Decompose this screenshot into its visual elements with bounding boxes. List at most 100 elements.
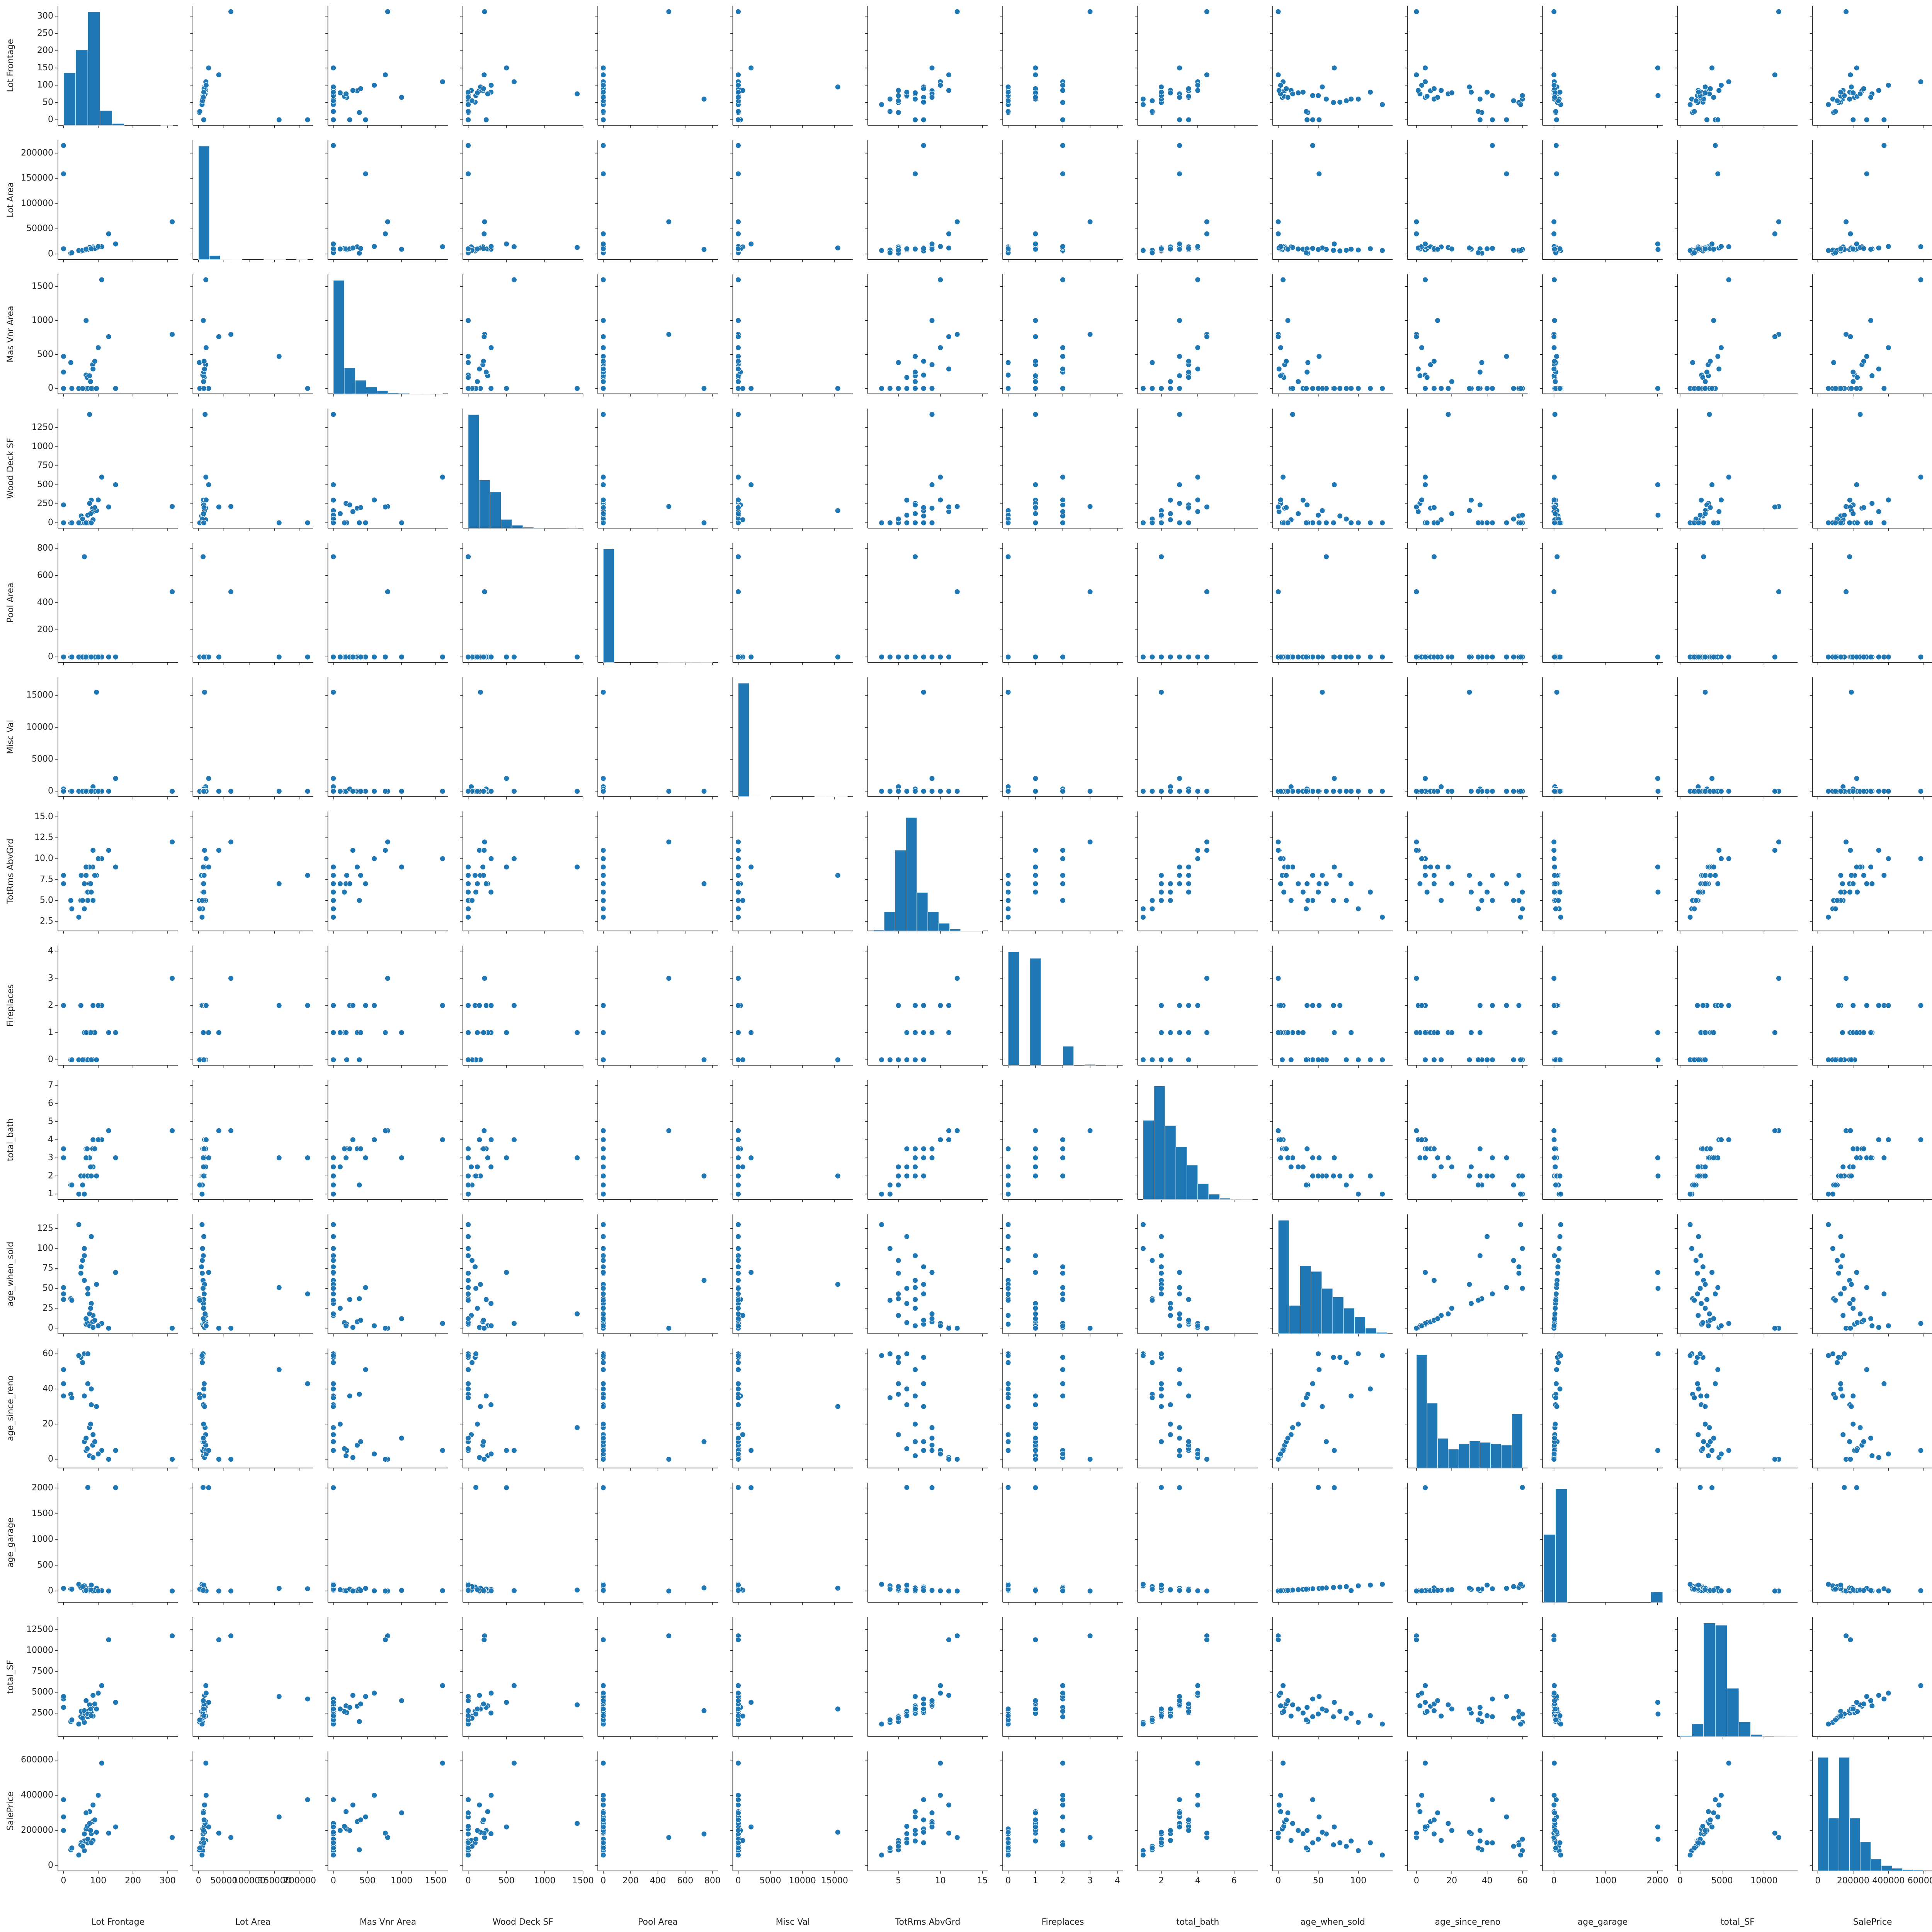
- scatter-point: [1848, 84, 1854, 90]
- scatter-point: [1850, 1002, 1856, 1009]
- scatter-point: [1295, 788, 1301, 794]
- scatter-point: [350, 654, 356, 660]
- scatter-point: [1280, 277, 1286, 283]
- scatter-point: [1424, 374, 1430, 381]
- scatter-point: [1277, 654, 1284, 660]
- scatter-point: [954, 331, 960, 337]
- scatter-point: [912, 654, 918, 660]
- scatter-point: [735, 231, 742, 237]
- scatter-point: [343, 91, 349, 97]
- scatter-point: [1876, 509, 1882, 515]
- scatter-point: [1489, 92, 1495, 99]
- scatter-point: [105, 1029, 112, 1036]
- scatter-point: [1413, 589, 1420, 595]
- scatter-point: [1776, 9, 1782, 15]
- scatter-point: [1489, 143, 1495, 149]
- scatter-point: [1280, 474, 1286, 480]
- scatter-point: [1379, 914, 1385, 920]
- scatter-point: [1005, 520, 1011, 526]
- scatter-point: [1551, 1002, 1557, 1009]
- scatter-point: [920, 1002, 927, 1009]
- scatter-point: [1177, 241, 1183, 247]
- scatter-point: [1032, 510, 1039, 517]
- scatter-point: [904, 497, 910, 503]
- scatter-point: [60, 788, 66, 794]
- scatter-point: [1850, 788, 1856, 794]
- scatter-point: [1553, 171, 1560, 177]
- scatter-point: [1323, 96, 1329, 102]
- scatter-point: [1825, 654, 1832, 660]
- scatter-point: [356, 1057, 362, 1063]
- scatter-point: [1449, 90, 1455, 96]
- scatter-point: [1005, 89, 1011, 95]
- scatter-point: [216, 1128, 222, 1134]
- scatter-point: [1379, 102, 1385, 108]
- scatter-point: [1032, 881, 1039, 887]
- scatter-point: [1655, 65, 1661, 71]
- scatter-point: [1032, 505, 1039, 511]
- scatter-point: [343, 1029, 349, 1036]
- scatter-point: [1772, 1029, 1778, 1036]
- scatter-point: [1300, 889, 1306, 895]
- scatter-point: [1466, 245, 1473, 251]
- scatter-point: [1300, 497, 1306, 503]
- scatter-point: [600, 1057, 606, 1063]
- scatter-point: [439, 474, 446, 480]
- scatter-point: [1825, 102, 1832, 108]
- scatter-point: [1475, 788, 1481, 794]
- scatter-point: [1005, 914, 1011, 920]
- scatter-point: [1918, 1002, 1924, 1009]
- scatter-point: [1348, 96, 1354, 102]
- scatter-point: [735, 411, 742, 417]
- scatter-point: [904, 246, 910, 252]
- scatter-point: [954, 219, 960, 225]
- scatter-point: [228, 975, 234, 981]
- scatter-point: [90, 1137, 96, 1143]
- scatter-point: [1005, 889, 1011, 895]
- scatter-point: [1918, 654, 1924, 660]
- scatter-point: [1881, 143, 1887, 149]
- scatter-point: [1551, 654, 1558, 660]
- scatter-point: [920, 520, 927, 526]
- scatter-point: [78, 872, 84, 878]
- scatter-point: [1445, 864, 1451, 870]
- scatter-point: [1158, 788, 1165, 794]
- scatter-point: [1857, 411, 1863, 417]
- scatter-point: [199, 1191, 205, 1197]
- scatter-point: [1413, 788, 1420, 794]
- scatter-point: [1489, 788, 1495, 794]
- scatter-point: [1825, 1057, 1832, 1063]
- scatter-point: [503, 776, 510, 782]
- scatter-point: [1177, 520, 1183, 526]
- scatter-point: [1711, 788, 1717, 794]
- scatter-point: [1825, 914, 1832, 920]
- scatter-point: [1005, 654, 1011, 660]
- scatter-point: [735, 497, 742, 503]
- scatter-point: [68, 359, 74, 366]
- scatter-point: [1422, 1057, 1429, 1063]
- scatter-point: [1277, 855, 1284, 862]
- scatter-point: [1331, 654, 1337, 660]
- scatter-point: [384, 9, 391, 15]
- scatter-point: [600, 864, 606, 870]
- scatter-point: [1503, 353, 1510, 359]
- scatter-point: [1843, 589, 1849, 595]
- scatter-point: [1861, 86, 1867, 92]
- scatter-point: [95, 243, 101, 250]
- scatter-point: [384, 219, 391, 225]
- scatter-point: [920, 372, 927, 378]
- scatter-point: [1289, 864, 1296, 870]
- scatter-point: [1848, 1057, 1854, 1063]
- scatter-point: [929, 481, 935, 488]
- scatter-point: [1185, 520, 1192, 526]
- scatter-point: [1177, 788, 1183, 794]
- scatter-point: [735, 881, 742, 887]
- scatter-point: [1449, 788, 1455, 794]
- scatter-point: [1475, 1057, 1481, 1063]
- scatter-point: [748, 654, 754, 660]
- scatter-point: [1348, 881, 1354, 887]
- scatter-point: [954, 9, 960, 15]
- y-tick-label: 10000: [26, 722, 53, 732]
- scatter-point: [1881, 385, 1887, 391]
- scatter-point: [481, 9, 488, 15]
